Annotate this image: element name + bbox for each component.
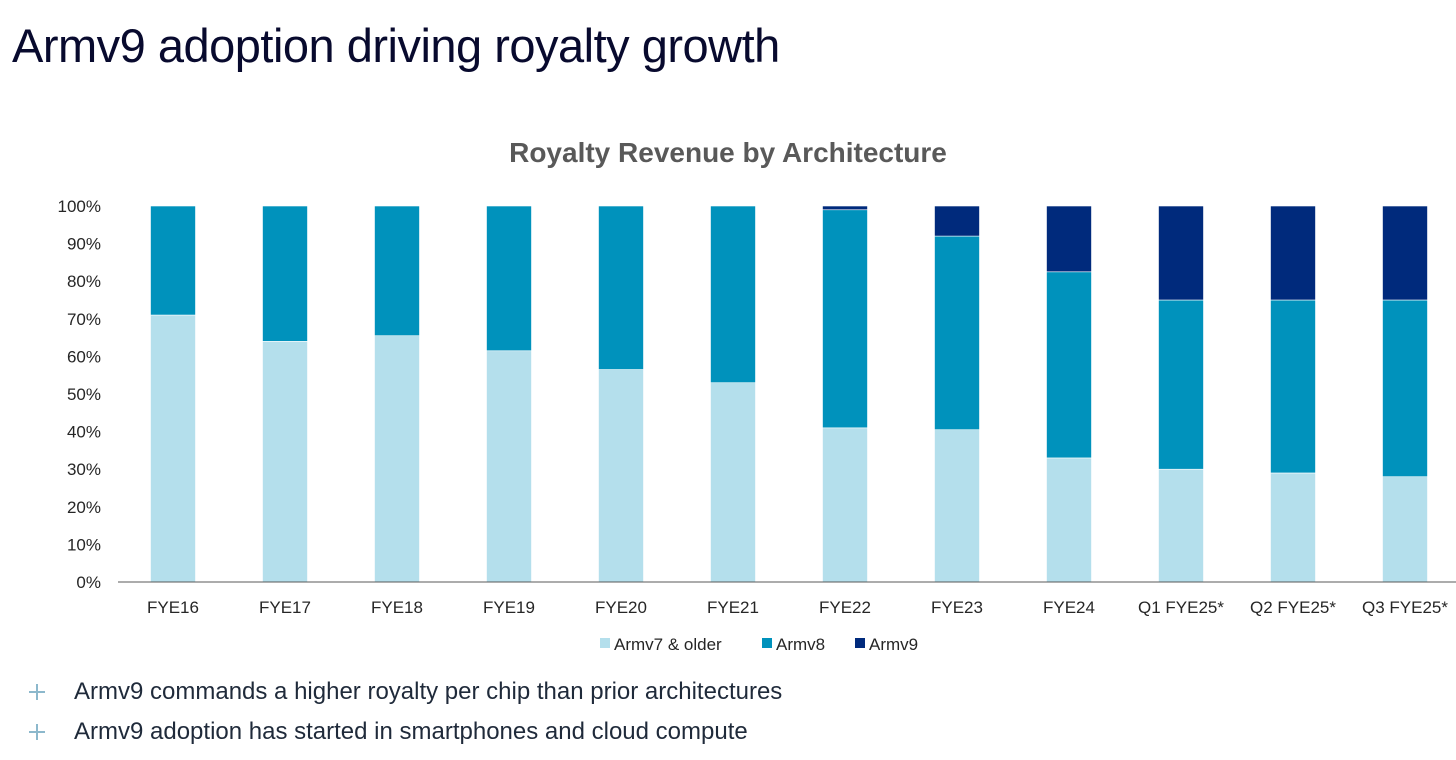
legend-swatch xyxy=(855,638,865,648)
y-tick-label: 70% xyxy=(67,310,101,329)
bar-segment xyxy=(1158,299,1204,470)
bar-segment xyxy=(1158,468,1204,583)
y-tick-label: 20% xyxy=(67,498,101,517)
bar-segment xyxy=(822,209,868,429)
legend-label: Armv7 & older xyxy=(614,635,722,654)
legend-swatch xyxy=(600,638,610,648)
y-tick-label: 30% xyxy=(67,460,101,479)
bullet-text: Armv9 adoption has started in smartphone… xyxy=(74,718,748,745)
bar-segment xyxy=(598,369,644,583)
bar-segment xyxy=(486,205,532,352)
x-tick-label: FYE17 xyxy=(259,598,311,617)
bar-segment xyxy=(1046,271,1092,459)
bullet-list: Armv9 commands a higher royalty per chip… xyxy=(28,672,782,752)
x-tick-label: FYE22 xyxy=(819,598,871,617)
y-tick-label: 80% xyxy=(67,272,101,291)
x-axis-ticks: FYE16 FYE17 FYE18 FYE19 FYE20 FYE21 FYE22 FYE23… xyxy=(147,598,1448,617)
legend-item: Armv7 & older xyxy=(600,635,722,654)
bar-segment xyxy=(822,205,868,211)
bar-segment xyxy=(262,341,308,583)
bar-segment xyxy=(1158,205,1204,301)
bar-segment xyxy=(1046,457,1092,583)
bar-segment xyxy=(262,205,308,342)
y-tick-label: 50% xyxy=(67,385,101,404)
bar-segment xyxy=(710,205,756,384)
bar-segment xyxy=(1270,299,1316,474)
slide-title: Armv9 adoption driving royalty growth xyxy=(12,19,780,72)
bullet-item: Armv9 commands a higher royalty per chip… xyxy=(28,672,782,712)
bars xyxy=(150,205,1428,583)
legend-item: Armv9 xyxy=(855,635,918,654)
bar-segment xyxy=(934,205,980,237)
chart-title: Royalty Revenue by Architecture xyxy=(509,137,947,168)
x-tick-label: FYE24 xyxy=(1043,598,1095,617)
bullet-text: Armv9 commands a higher royalty per chip… xyxy=(74,678,783,705)
x-tick-label: Q3 FYE25* xyxy=(1362,598,1448,617)
bar-segment xyxy=(822,427,868,583)
bar-segment xyxy=(710,382,756,583)
bar-segment xyxy=(598,205,644,370)
plus-icon xyxy=(28,723,46,741)
legend-label: Armv8 xyxy=(776,635,825,654)
x-tick-label: FYE18 xyxy=(371,598,423,617)
royalty-revenue-chart: Royalty Revenue by Architecture 0% 10% 20%… xyxy=(58,137,1456,654)
legend-swatch xyxy=(762,638,772,648)
legend-label: Armv9 xyxy=(869,635,918,654)
x-tick-label: Q2 FYE25* xyxy=(1250,598,1336,617)
bar-segment xyxy=(1270,472,1316,583)
bar-segment xyxy=(1270,205,1316,301)
x-tick-label: Q1 FYE25* xyxy=(1138,598,1224,617)
bar-segment xyxy=(1382,299,1428,478)
legend: Armv7 & older Armv8 Armv9 xyxy=(600,635,918,654)
x-tick-label: FYE19 xyxy=(483,598,535,617)
bar-segment xyxy=(374,205,420,337)
y-tick-label: 40% xyxy=(67,423,101,442)
y-tick-label: 100% xyxy=(58,197,101,216)
bar-segment xyxy=(1382,205,1428,301)
bar-segment xyxy=(934,429,980,583)
x-tick-label: FYE16 xyxy=(147,598,199,617)
bar-segment xyxy=(486,350,532,583)
x-tick-label: FYE23 xyxy=(931,598,983,617)
y-tick-label: 60% xyxy=(67,347,101,366)
bar-segment xyxy=(150,205,196,316)
bar-segment xyxy=(150,314,196,583)
bar-segment xyxy=(1382,476,1428,583)
x-tick-label: FYE20 xyxy=(595,598,647,617)
plus-icon xyxy=(28,683,46,701)
y-tick-label: 0% xyxy=(76,573,101,592)
bar-segment xyxy=(934,235,980,431)
bar-segment xyxy=(374,335,420,583)
bullet-item: Armv9 adoption has started in smartphone… xyxy=(28,712,782,752)
y-tick-label: 10% xyxy=(67,535,101,554)
y-tick-label: 90% xyxy=(67,235,101,254)
bar-segment xyxy=(1046,205,1092,273)
x-tick-label: FYE21 xyxy=(707,598,759,617)
y-axis-ticks: 0% 10% 20% 30% 40% 50% 60% 70% 80% 90% 100% xyxy=(58,197,101,592)
legend-item: Armv8 xyxy=(762,635,825,654)
